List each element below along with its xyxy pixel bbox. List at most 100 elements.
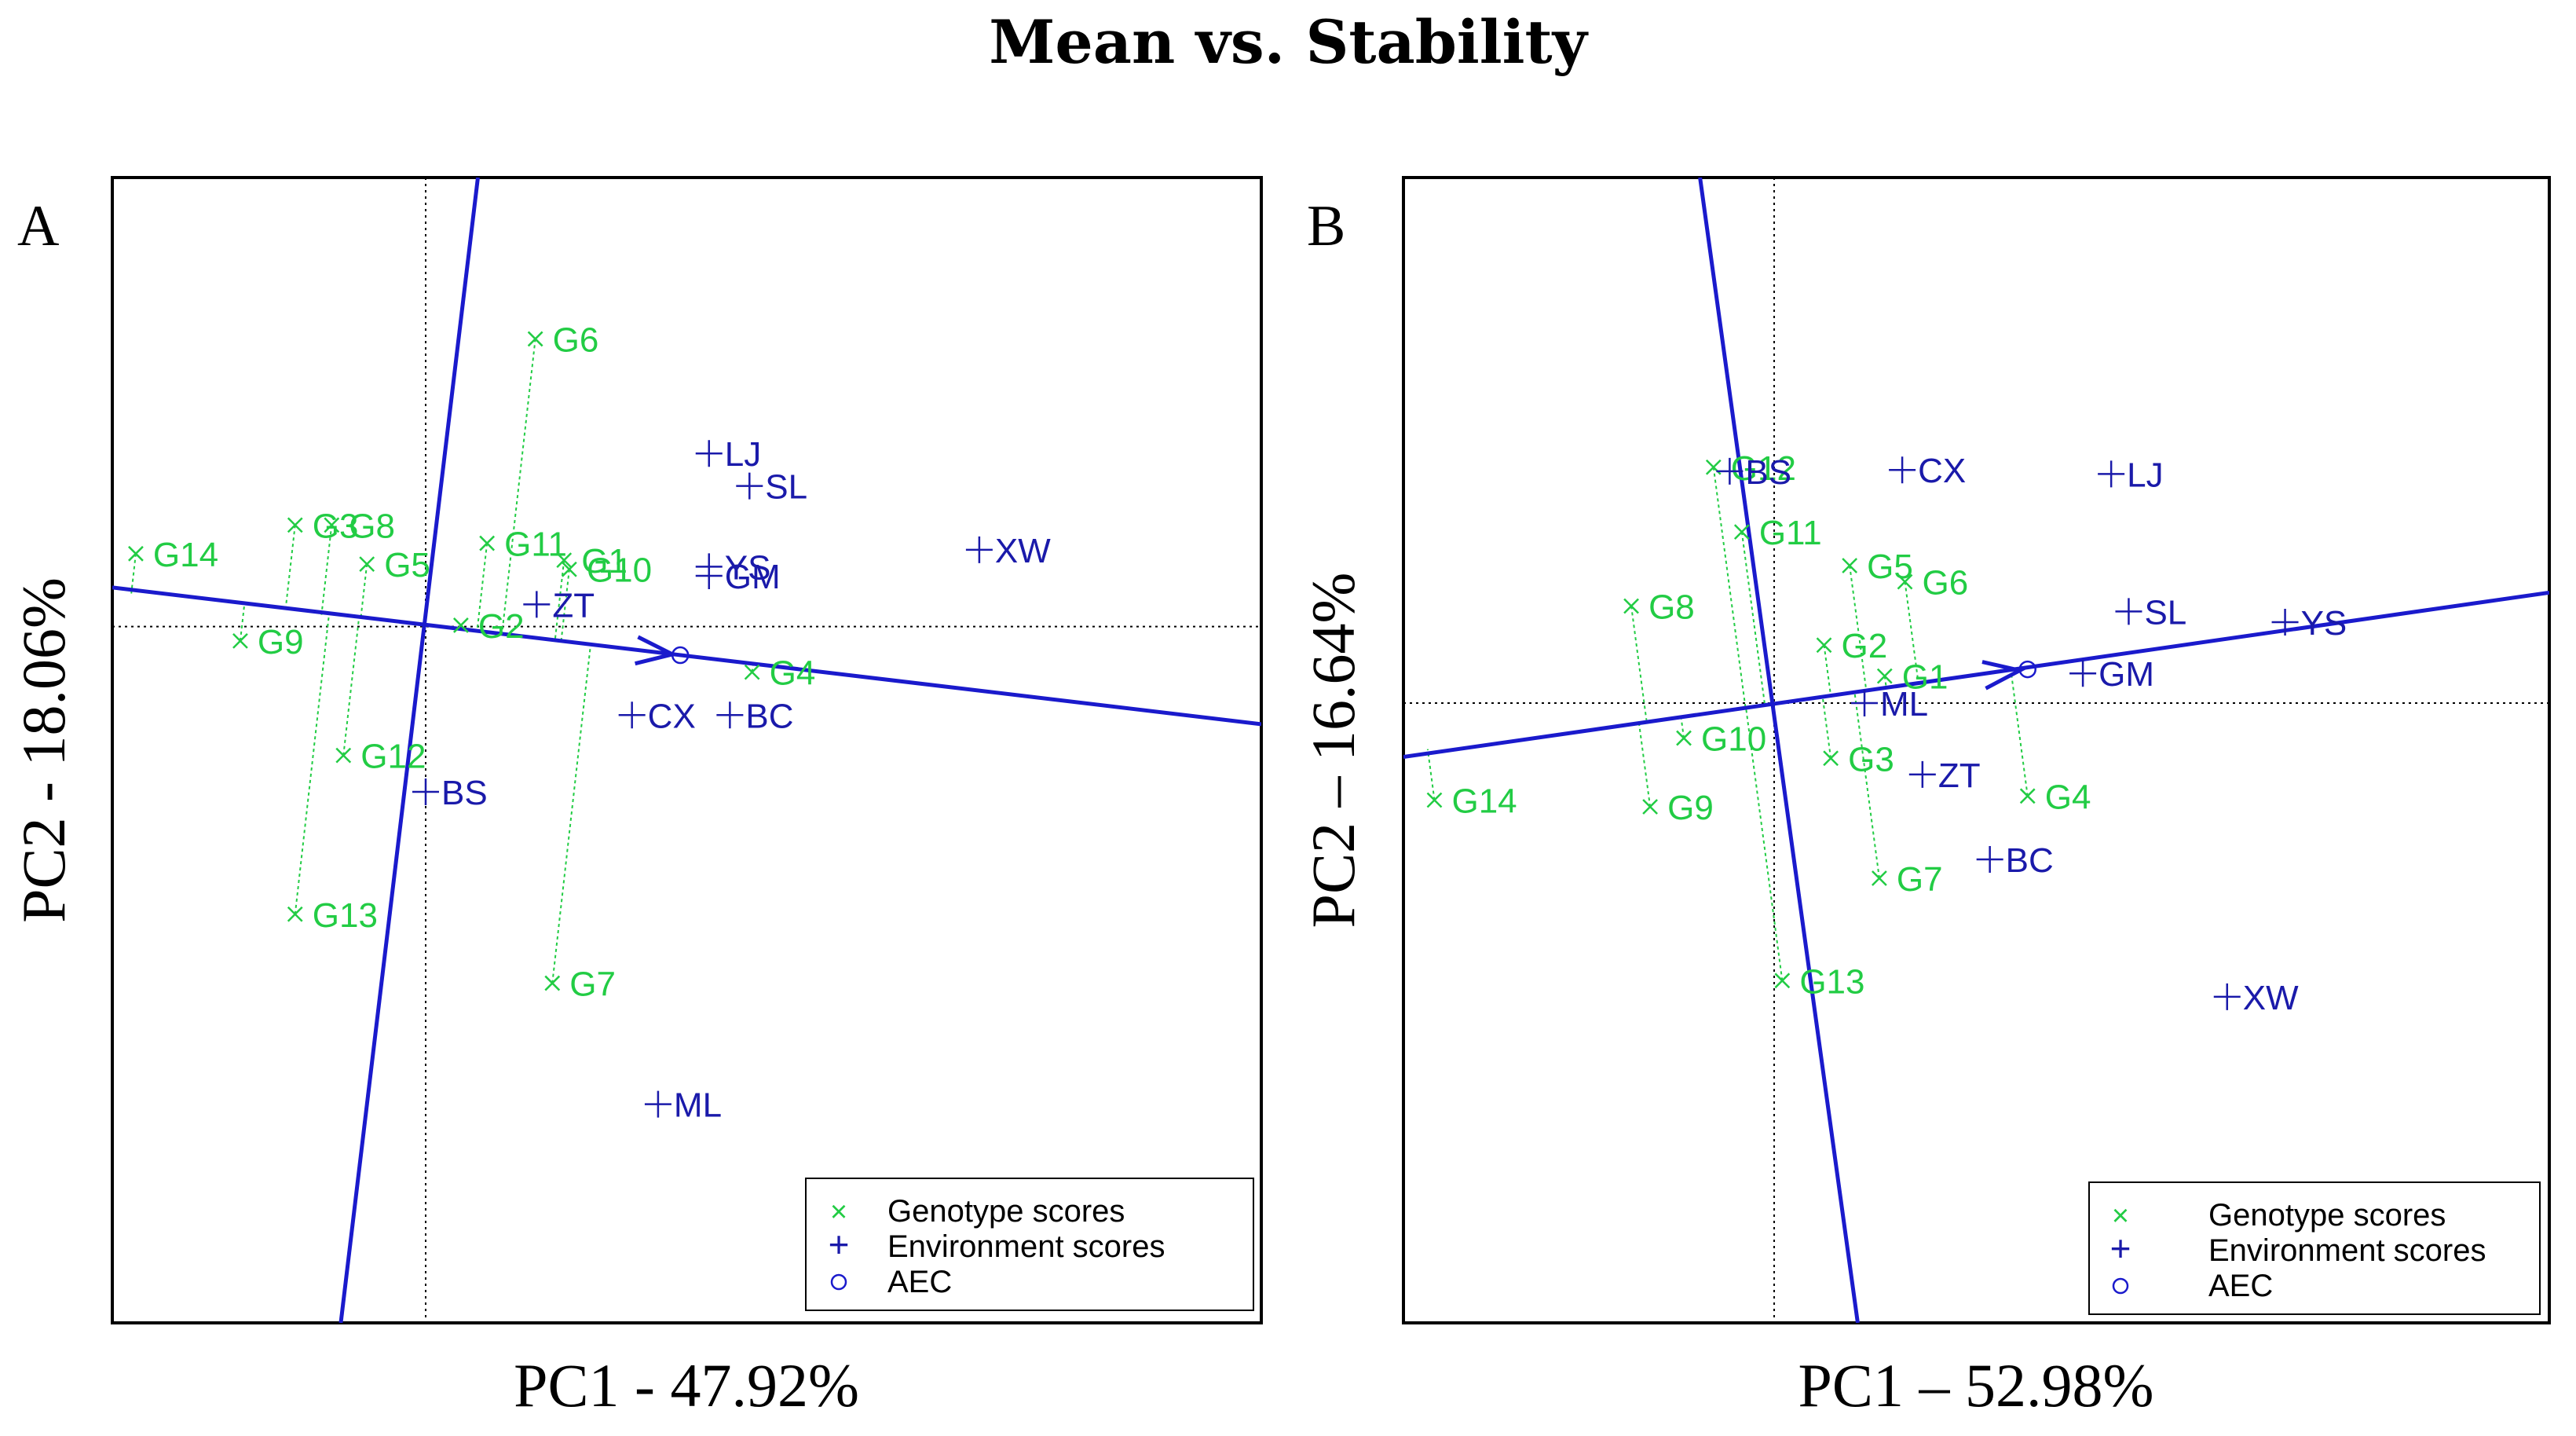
environment-label: ZT — [552, 586, 595, 625]
environment-point: BS — [1716, 453, 1791, 492]
legend-box — [2088, 1181, 2541, 1315]
environment-label: BC — [745, 697, 793, 735]
genotype-label: G6 — [1923, 564, 1969, 603]
genotype-label: G8 — [349, 507, 395, 545]
environment-marker — [736, 472, 763, 500]
genotype-marker — [324, 517, 340, 533]
panel-letter: B — [1307, 194, 1345, 258]
genotype-marker — [1623, 598, 1639, 614]
genotype-point: G1 — [1876, 658, 1948, 697]
genotype-label: G4 — [2045, 778, 2091, 816]
projection-line — [1823, 645, 1832, 696]
panel-letter: A — [17, 194, 59, 258]
genotype-label: G11 — [1759, 514, 1822, 552]
genotype-label: G11 — [504, 526, 567, 564]
genotype-point: G9 — [1642, 789, 1714, 827]
aec-abscissa-line — [112, 585, 1261, 727]
environment-label: ML — [1880, 685, 1928, 723]
genotype-marker — [1872, 870, 1887, 886]
environment-point: XW — [965, 532, 1051, 570]
legend-aec-icon — [830, 1273, 847, 1291]
genotype-point: G11 — [479, 526, 567, 564]
genotype-label: G1 — [1902, 658, 1948, 697]
genotype-label: G14 — [153, 536, 218, 574]
projection-line — [1740, 531, 1766, 705]
environment-marker — [2213, 983, 2241, 1010]
environment-label: BC — [2006, 841, 2054, 880]
environment-marker — [695, 562, 723, 589]
environment-point: ML — [644, 1086, 722, 1125]
aec-point — [2018, 660, 2036, 679]
environment-point: GM — [695, 558, 781, 596]
environment-marker — [1889, 456, 1916, 484]
environment-marker — [523, 591, 551, 618]
aec-point — [671, 646, 690, 665]
projection-line — [1849, 565, 1868, 691]
genotype-marker — [1642, 799, 1658, 815]
environment-point: ZT — [523, 586, 595, 625]
aec-ordinate-line — [1698, 178, 1860, 1323]
genotype-label: G5 — [384, 546, 430, 584]
plot-frame — [111, 176, 1263, 1324]
projection-line — [1712, 467, 1747, 707]
environment-label: BS — [441, 774, 488, 812]
aec-arrow-head — [1981, 660, 2025, 691]
genotype-marker — [1774, 973, 1791, 989]
y-axis-label: PC2 - 18.06% — [9, 577, 78, 923]
genotype-point: G8 — [324, 507, 395, 545]
genotype-marker — [1823, 750, 1839, 767]
genotype-label: G13 — [313, 896, 378, 935]
legend-genotype-label: Genotype scores — [887, 1194, 1125, 1229]
genotype-label: G2 — [478, 607, 525, 646]
genotype-point: G7 — [544, 965, 616, 1004]
projection-line — [130, 553, 137, 594]
environment-marker — [2115, 598, 2142, 625]
genotype-label: G13 — [1799, 962, 1864, 1001]
environment-label: ZT — [1938, 756, 1981, 795]
environment-marker — [1908, 760, 1936, 788]
legend: × Genotype scores + Environment scores A… — [805, 1178, 1254, 1311]
environment-point: ZT — [1908, 756, 1981, 795]
environment-label: CX — [648, 697, 696, 735]
legend-aec-icon — [2112, 1277, 2129, 1295]
genotype-label: G10 — [587, 551, 652, 590]
genotype-marker — [232, 632, 248, 649]
legend-aec-label: AEC — [887, 1265, 952, 1299]
projection-line — [476, 543, 488, 633]
genotype-point: G7 — [1872, 860, 1943, 899]
environment-label: GM — [725, 558, 781, 596]
legend-genotype-icon: × — [2112, 1200, 2129, 1233]
genotype-marker — [1842, 558, 1858, 573]
genotype-point: G8 — [1623, 588, 1695, 626]
environment-label: GM — [2098, 655, 2154, 694]
projection-line — [1637, 720, 1652, 808]
legend-environment-icon: + — [829, 1224, 850, 1265]
genotype-marker — [335, 747, 352, 764]
genotype-label: G12 — [360, 738, 426, 776]
genotype-label: G7 — [569, 965, 616, 1004]
aec-abscissa-line — [1403, 590, 2549, 760]
genotype-point: G9 — [232, 623, 304, 661]
genotype-label: G9 — [1667, 789, 1714, 827]
environment-point: BC — [716, 697, 793, 735]
environment-point: BS — [412, 774, 488, 812]
environment-marker — [618, 702, 646, 729]
genotype-marker — [544, 975, 561, 991]
genotype-point: G11 — [1733, 514, 1822, 552]
environment-label: SL — [765, 468, 807, 507]
environment-point: LJ — [695, 435, 761, 474]
figure-title: Mean vs. Stability — [989, 7, 1588, 77]
genotype-marker — [359, 556, 375, 572]
genotype-label: G14 — [1451, 782, 1517, 820]
environment-label: YS — [725, 548, 771, 587]
genotype-label: G10 — [1701, 720, 1766, 759]
x-axis-label: PC1 – 52.98% — [1798, 1351, 2154, 1420]
environment-point: XW — [2213, 979, 2299, 1017]
genotype-marker — [479, 535, 496, 551]
genotype-label: G8 — [1648, 588, 1695, 626]
environment-point: BC — [1976, 841, 2054, 880]
legend: × Genotype scores + Environment scores A… — [2088, 1181, 2541, 1315]
environment-marker — [1851, 689, 1879, 716]
projection-line — [1904, 581, 1919, 684]
environment-point: YS — [2271, 604, 2347, 643]
